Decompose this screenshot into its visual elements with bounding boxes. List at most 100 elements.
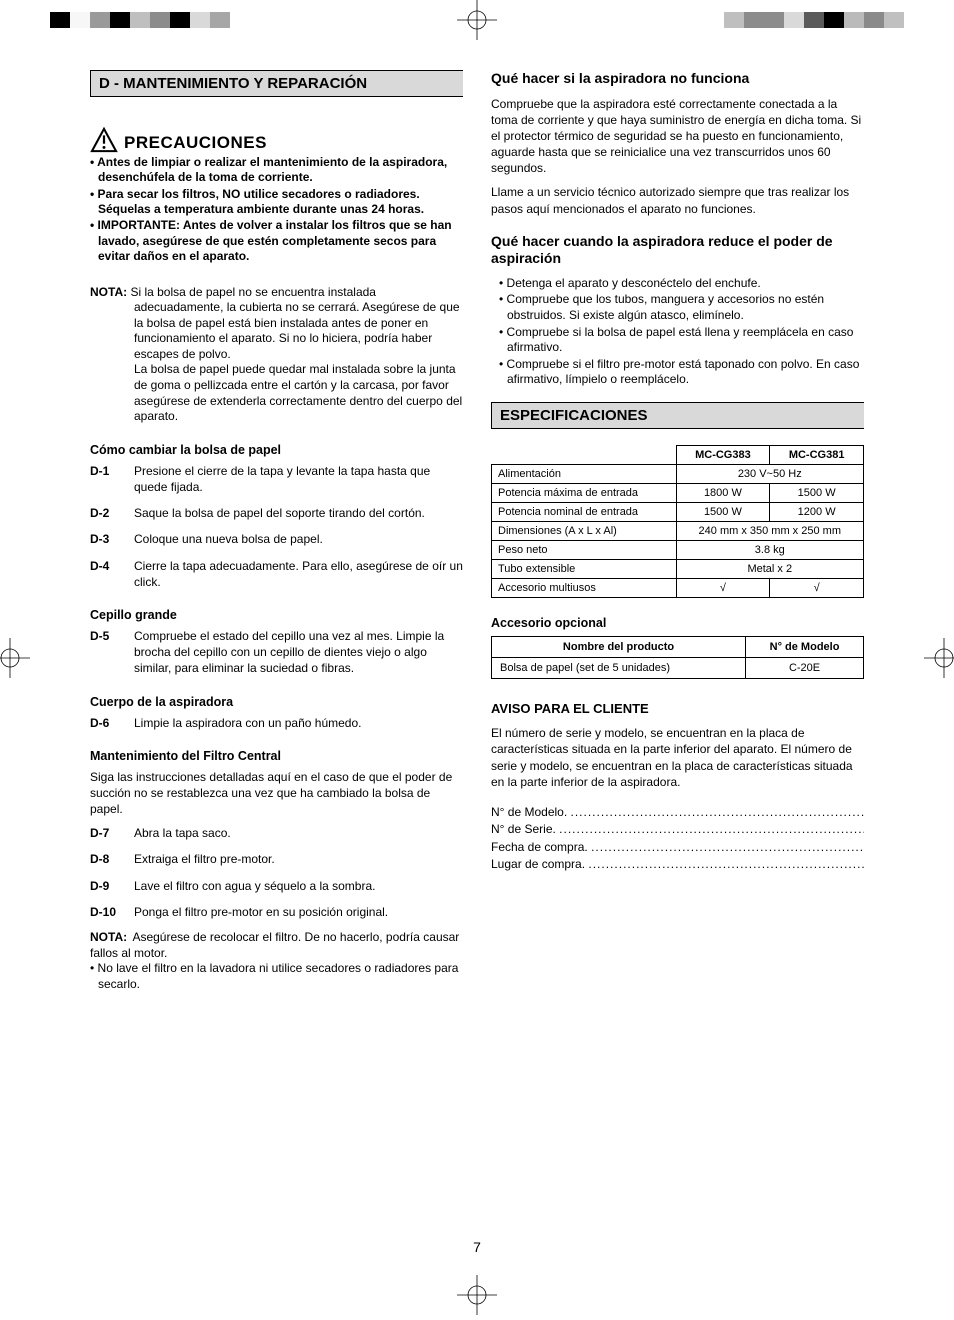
warning-title: PRECAUCIONES bbox=[124, 133, 267, 153]
nota-block: NOTA: Si la bolsa de papel no se encuent… bbox=[90, 285, 463, 425]
spec-row-value: 240 mm x 350 mm x 250 mm bbox=[676, 521, 863, 540]
spec-row-value: Metal x 2 bbox=[676, 559, 863, 578]
page-content: D - MANTENIMIENTO Y REPARACIÓN PRECAUCIO… bbox=[90, 70, 864, 992]
suction-bullet-item: Detenga el aparato y desconéctelo del en… bbox=[491, 276, 864, 292]
section-header-specs: ESPECIFICACIONES bbox=[491, 402, 864, 429]
acc-header-name: Nombre del producto bbox=[492, 636, 746, 657]
fill-in-label: Fecha de compra. bbox=[491, 840, 591, 854]
step-row: D-9 Lave el filtro con agua y séquelo a l… bbox=[90, 878, 463, 894]
step-number: D-10 bbox=[90, 904, 120, 920]
fill-in-line: N° de Modelo. ..........................… bbox=[491, 804, 864, 821]
nota-label: NOTA: bbox=[90, 285, 127, 299]
spec-row-value-1: √ bbox=[676, 578, 770, 597]
step-row: D-6 Limpie la aspiradora con un paño húme… bbox=[90, 715, 463, 731]
spec-row-label: Peso neto bbox=[492, 540, 677, 559]
spec-row-value-2: 1500 W bbox=[770, 483, 864, 502]
step-text: Extraiga el filtro pre-motor. bbox=[134, 851, 275, 867]
step-row: D-1 Presione el cierre de la tapa y levan… bbox=[90, 463, 463, 495]
spec-row-value: 3.8 kg bbox=[676, 540, 863, 559]
acc-row-name: Bolsa de papel (set de 5 unidades) bbox=[492, 657, 746, 678]
right-column: Qué hacer si la aspiradora no funciona C… bbox=[491, 70, 864, 992]
warning-bullets: Antes de limpiar o realizar el mantenimi… bbox=[90, 155, 463, 265]
subhead-accessory: Accesorio opcional bbox=[491, 616, 864, 630]
step-number: D-2 bbox=[90, 505, 120, 521]
dotted-fill: ........................................… bbox=[591, 840, 864, 854]
crop-marks-bottom bbox=[0, 1280, 954, 1310]
filter-intro: Siga las instrucciones detalladas aquí e… bbox=[90, 769, 463, 818]
nota2-label: NOTA: bbox=[90, 930, 127, 944]
registration-mark-icon bbox=[457, 0, 497, 40]
warning-bullet-item: Antes de limpiar o realizar el mantenimi… bbox=[90, 155, 463, 186]
step-text: Ponga el filtro pre-motor en su posición… bbox=[134, 904, 388, 920]
dotted-fill: ........................................… bbox=[588, 857, 864, 871]
spec-row-label: Accesorio multiusos bbox=[492, 578, 677, 597]
section-header-maintenance: D - MANTENIMIENTO Y REPARACIÓN bbox=[90, 70, 463, 97]
step-number: D-5 bbox=[90, 628, 120, 677]
step-row: D-3 Coloque una nueva bolsa de papel. bbox=[90, 531, 463, 547]
spec-row: Alimentación230 V~50 Hz bbox=[492, 464, 864, 483]
suction-bullet-item: Compruebe si la bolsa de papel está llen… bbox=[491, 325, 864, 356]
accessory-table: Nombre del producto N° de Modelo Bolsa d… bbox=[491, 636, 864, 679]
fill-in-line: Lugar de compra. .......................… bbox=[491, 856, 864, 873]
spec-row-label: Potencia máxima de entrada bbox=[492, 483, 677, 502]
step-row: D-5 Compruebe el estado del cepillo una v… bbox=[90, 628, 463, 677]
spec-row-value-2: √ bbox=[770, 578, 864, 597]
para-not-working-1: Compruebe que la aspiradora esté correct… bbox=[491, 96, 864, 177]
spec-row: Peso neto3.8 kg bbox=[492, 540, 864, 559]
step-number: D-8 bbox=[90, 851, 120, 867]
suction-bullet-item: Compruebe si el filtro pre-motor está ta… bbox=[491, 357, 864, 388]
spec-row-label: Alimentación bbox=[492, 464, 677, 483]
fill-in-label: Lugar de compra. bbox=[491, 857, 588, 871]
step-number: D-1 bbox=[90, 463, 120, 495]
spec-row: Potencia nominal de entrada1500 W1200 W bbox=[492, 502, 864, 521]
crop-marks-top bbox=[0, 5, 954, 35]
step-text: Lave el filtro con agua y séquelo a la s… bbox=[134, 878, 375, 894]
notice-title: AVISO PARA EL CLIENTE bbox=[491, 701, 864, 717]
step-number: D-4 bbox=[90, 558, 120, 590]
step-number: D-3 bbox=[90, 531, 120, 547]
step-text: Saque la bolsa de papel del soporte tira… bbox=[134, 505, 425, 521]
nota-body-2: La bolsa de papel puede quedar mal insta… bbox=[90, 362, 463, 424]
step-number: D-6 bbox=[90, 715, 120, 731]
step-text: Compruebe el estado del cepillo una vez … bbox=[134, 628, 463, 677]
spec-col-2: MC-CG381 bbox=[770, 445, 864, 464]
fill-in-lines: N° de Modelo. ..........................… bbox=[491, 804, 864, 874]
suction-bullet-item: Compruebe que los tubos, manguera y acce… bbox=[491, 292, 864, 323]
spec-row-label: Dimensiones (A x L x Al) bbox=[492, 521, 677, 540]
step-row: D-8 Extraiga el filtro pre-motor. bbox=[90, 851, 463, 867]
spec-row-value-2: 1200 W bbox=[770, 502, 864, 521]
spec-row-label: Tubo extensible bbox=[492, 559, 677, 578]
spec-row-label: Potencia nominal de entrada bbox=[492, 502, 677, 521]
nota-body-1: Si la bolsa de papel no se encuentra ins… bbox=[130, 285, 376, 299]
registration-mark-icon bbox=[457, 1275, 497, 1315]
subhead-body: Cuerpo de la aspiradora bbox=[90, 695, 463, 709]
warning-heading: PRECAUCIONES bbox=[90, 127, 463, 153]
spec-row: Tubo extensibleMetal x 2 bbox=[492, 559, 864, 578]
tail-bullet: • No lave el filtro en la lavadora ni ut… bbox=[90, 961, 463, 992]
fill-in-label: N° de Serie. bbox=[491, 822, 559, 836]
step-row: D-7 Abra la tapa saco. bbox=[90, 825, 463, 841]
tail-bullet-text: No lave el filtro en la lavadora ni util… bbox=[98, 961, 459, 991]
step-text: Limpie la aspiradora con un paño húmedo. bbox=[134, 715, 361, 731]
spec-row: Accesorio multiusos√√ bbox=[492, 578, 864, 597]
step-row: D-4 Cierre la tapa adecuadamente. Para el… bbox=[90, 558, 463, 590]
step-number: D-7 bbox=[90, 825, 120, 841]
step-text: Cierre la tapa adecuadamente. Para ello,… bbox=[134, 558, 463, 590]
step-number: D-9 bbox=[90, 878, 120, 894]
subhead-bag-change: Cómo cambiar la bolsa de papel bbox=[90, 443, 463, 457]
step-text: Presione el cierre de la tapa y levante … bbox=[134, 463, 463, 495]
reduced-suction-bullets: Detenga el aparato y desconéctelo del en… bbox=[491, 276, 864, 388]
fill-in-label: N° de Modelo. bbox=[491, 805, 571, 819]
step-text: Abra la tapa saco. bbox=[134, 825, 231, 841]
spec-row-value: 230 V~50 Hz bbox=[676, 464, 863, 483]
spec-row-value-1: 1800 W bbox=[676, 483, 770, 502]
step-text: Coloque una nueva bolsa de papel. bbox=[134, 531, 323, 547]
acc-row-model: C-20E bbox=[746, 657, 864, 678]
step-row: D-2 Saque la bolsa de papel del soporte t… bbox=[90, 505, 463, 521]
subhead-filter: Mantenimiento del Filtro Central bbox=[90, 749, 463, 763]
registration-mark-icon bbox=[924, 638, 954, 678]
warning-bullet-item: IMPORTANTE: Antes de volver a instalar l… bbox=[90, 218, 463, 264]
notice-body: El número de serie y modelo, se encuentr… bbox=[491, 725, 864, 790]
spec-row: Potencia máxima de entrada1800 W1500 W bbox=[492, 483, 864, 502]
warning-triangle-icon bbox=[90, 127, 118, 153]
